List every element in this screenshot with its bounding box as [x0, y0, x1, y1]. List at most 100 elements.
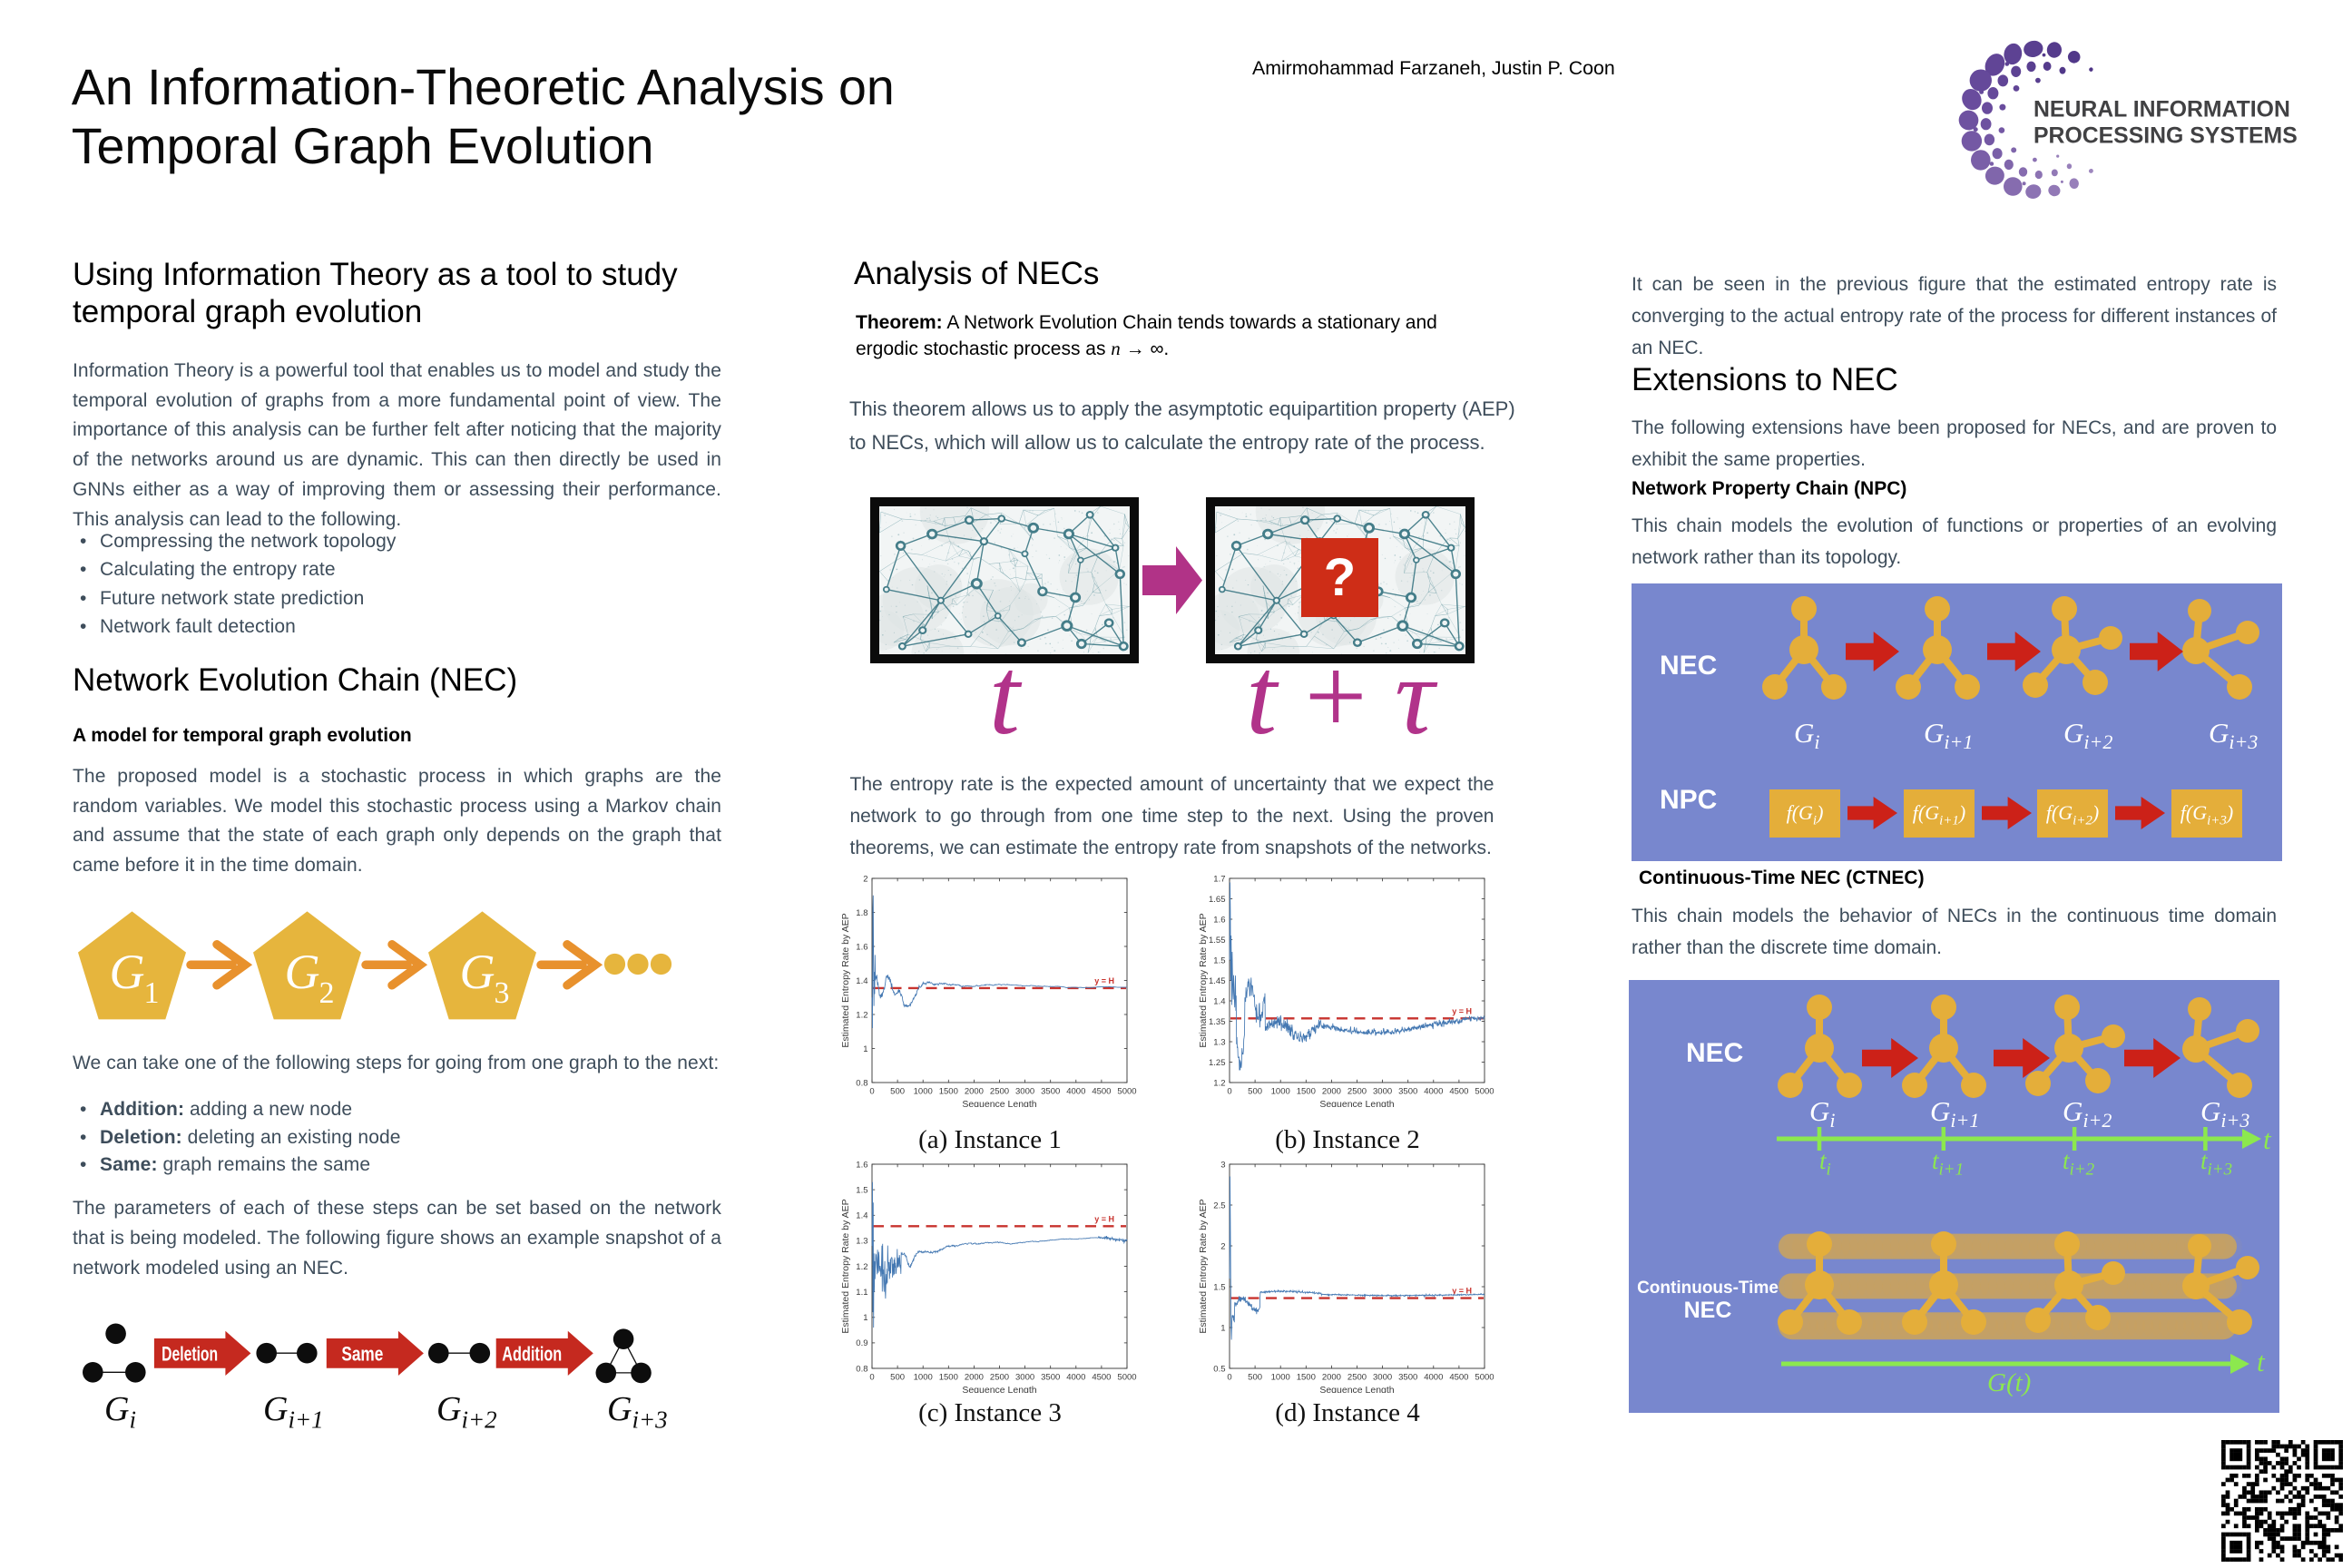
svg-text:1: 1	[863, 1313, 867, 1323]
svg-text:4500: 4500	[1092, 1373, 1111, 1383]
svg-text:1.4: 1.4	[856, 976, 867, 986]
svg-text:3000: 3000	[1373, 1087, 1392, 1097]
svg-text:0.8: 0.8	[856, 1078, 867, 1088]
svg-text:1.3: 1.3	[1213, 1037, 1225, 1047]
svg-text:1.6: 1.6	[856, 1160, 867, 1170]
svg-text:1.5: 1.5	[856, 1185, 867, 1195]
svg-text:1: 1	[863, 1044, 867, 1054]
svg-text:1.35: 1.35	[1209, 1017, 1226, 1027]
svg-text:1.1: 1.1	[856, 1288, 867, 1298]
svg-text:4000: 4000	[1424, 1373, 1443, 1383]
svg-text:3: 3	[1220, 1160, 1225, 1170]
svg-text:5000: 5000	[1117, 1373, 1136, 1383]
svg-text:500: 500	[1248, 1373, 1262, 1383]
svg-text:1500: 1500	[939, 1373, 958, 1383]
svg-text:1.6: 1.6	[856, 942, 867, 952]
svg-text:1: 1	[1220, 1323, 1225, 1333]
svg-text:1.5: 1.5	[1213, 1282, 1225, 1292]
svg-text:2000: 2000	[965, 1373, 984, 1383]
svg-text:1.4: 1.4	[856, 1211, 867, 1221]
svg-text:5000: 5000	[1475, 1373, 1494, 1383]
svg-text:G: G	[285, 945, 320, 999]
svg-text:G: G	[460, 945, 495, 999]
svg-text:y = H: y = H	[1094, 1214, 1114, 1223]
svg-text:1500: 1500	[1297, 1087, 1316, 1097]
svg-text:4000: 4000	[1424, 1087, 1443, 1097]
svg-text:Estimated Entropy Rate by AEP: Estimated Entropy Rate by AEP	[840, 1199, 851, 1333]
svg-text:3500: 3500	[1398, 1373, 1417, 1383]
svg-text:3500: 3500	[1398, 1087, 1417, 1097]
svg-text:1.55: 1.55	[1209, 936, 1226, 946]
svg-text:Estimated Entropy Rate by AEP: Estimated Entropy Rate by AEP	[840, 913, 851, 1047]
svg-text:2: 2	[319, 976, 335, 1010]
svg-text:1.4: 1.4	[1213, 996, 1225, 1006]
svg-text:Addition: Addition	[502, 1342, 562, 1365]
svg-text:Sequence Length: Sequence Length	[1319, 1099, 1394, 1107]
svg-text:0: 0	[1227, 1087, 1231, 1097]
svg-text:NEURAL INFORMATION: NEURAL INFORMATION	[2034, 98, 2290, 122]
svg-text:5000: 5000	[1475, 1087, 1494, 1097]
svg-text:4000: 4000	[1066, 1087, 1085, 1097]
svg-text:4500: 4500	[1092, 1087, 1111, 1097]
svg-text:0.8: 0.8	[856, 1364, 867, 1374]
svg-text:1.7: 1.7	[1213, 874, 1225, 884]
svg-text:y = H: y = H	[1094, 976, 1114, 985]
svg-text:3000: 3000	[1015, 1373, 1034, 1383]
svg-text:1000: 1000	[914, 1087, 933, 1097]
svg-text:1000: 1000	[914, 1373, 933, 1383]
svg-text:Sequence Length: Sequence Length	[962, 1385, 1036, 1393]
svg-text:2500: 2500	[990, 1373, 1009, 1383]
svg-text:2: 2	[863, 874, 867, 884]
svg-text:y = H: y = H	[1452, 1006, 1472, 1015]
svg-text:Estimated Entropy Rate by AEP: Estimated Entropy Rate by AEP	[1198, 913, 1209, 1047]
svg-text:0.9: 0.9	[856, 1338, 867, 1348]
svg-text:2000: 2000	[965, 1087, 984, 1097]
svg-text:0: 0	[1227, 1373, 1231, 1383]
svg-text:Deletion: Deletion	[162, 1342, 218, 1365]
svg-text:4500: 4500	[1449, 1373, 1468, 1383]
svg-text:5000: 5000	[1117, 1087, 1136, 1097]
svg-text:1.25: 1.25	[1209, 1058, 1226, 1068]
svg-text:1.65: 1.65	[1209, 895, 1226, 905]
svg-text:500: 500	[890, 1373, 905, 1383]
svg-text:2500: 2500	[990, 1087, 1009, 1097]
svg-text:1500: 1500	[939, 1087, 958, 1097]
svg-text:1.2: 1.2	[856, 1010, 867, 1020]
svg-text:1.2: 1.2	[1213, 1078, 1225, 1088]
svg-text:Sequence Length: Sequence Length	[962, 1099, 1036, 1107]
svg-text:1: 1	[144, 976, 160, 1010]
svg-text:0: 0	[869, 1087, 874, 1097]
svg-text:1500: 1500	[1297, 1373, 1316, 1383]
svg-text:2500: 2500	[1348, 1373, 1367, 1383]
svg-text:3000: 3000	[1015, 1087, 1034, 1097]
svg-text:G: G	[110, 945, 145, 999]
svg-text:y = H: y = H	[1452, 1287, 1472, 1296]
svg-text:1.45: 1.45	[1209, 976, 1226, 986]
svg-text:0.5: 0.5	[1213, 1364, 1225, 1374]
svg-text:PROCESSING SYSTEMS: PROCESSING SYSTEMS	[2034, 124, 2298, 149]
svg-text:1.8: 1.8	[856, 908, 867, 918]
svg-text:1000: 1000	[1271, 1087, 1290, 1097]
svg-text:1.6: 1.6	[1213, 915, 1225, 925]
svg-text:500: 500	[1248, 1087, 1262, 1097]
svg-text:500: 500	[890, 1087, 905, 1097]
svg-text:1.5: 1.5	[1213, 956, 1225, 965]
svg-text:Same: Same	[341, 1342, 383, 1365]
svg-text:4500: 4500	[1449, 1087, 1468, 1097]
svg-text:3000: 3000	[1373, 1373, 1392, 1383]
svg-text:Estimated Entropy Rate by AEP: Estimated Entropy Rate by AEP	[1198, 1199, 1209, 1333]
svg-text:4000: 4000	[1066, 1373, 1085, 1383]
svg-text:2500: 2500	[1348, 1087, 1367, 1097]
svg-text:1000: 1000	[1271, 1373, 1290, 1383]
svg-text:2000: 2000	[1322, 1087, 1341, 1097]
svg-text:1.3: 1.3	[856, 1237, 867, 1247]
svg-text:1.2: 1.2	[856, 1262, 867, 1272]
svg-text:3500: 3500	[1041, 1087, 1060, 1097]
svg-text:Sequence Length: Sequence Length	[1319, 1385, 1394, 1393]
svg-text:2000: 2000	[1322, 1373, 1341, 1383]
svg-text:2.5: 2.5	[1213, 1200, 1225, 1210]
svg-text:0: 0	[869, 1373, 874, 1383]
svg-text:3: 3	[495, 976, 510, 1010]
svg-text:2: 2	[1220, 1241, 1225, 1251]
svg-text:3500: 3500	[1041, 1373, 1060, 1383]
